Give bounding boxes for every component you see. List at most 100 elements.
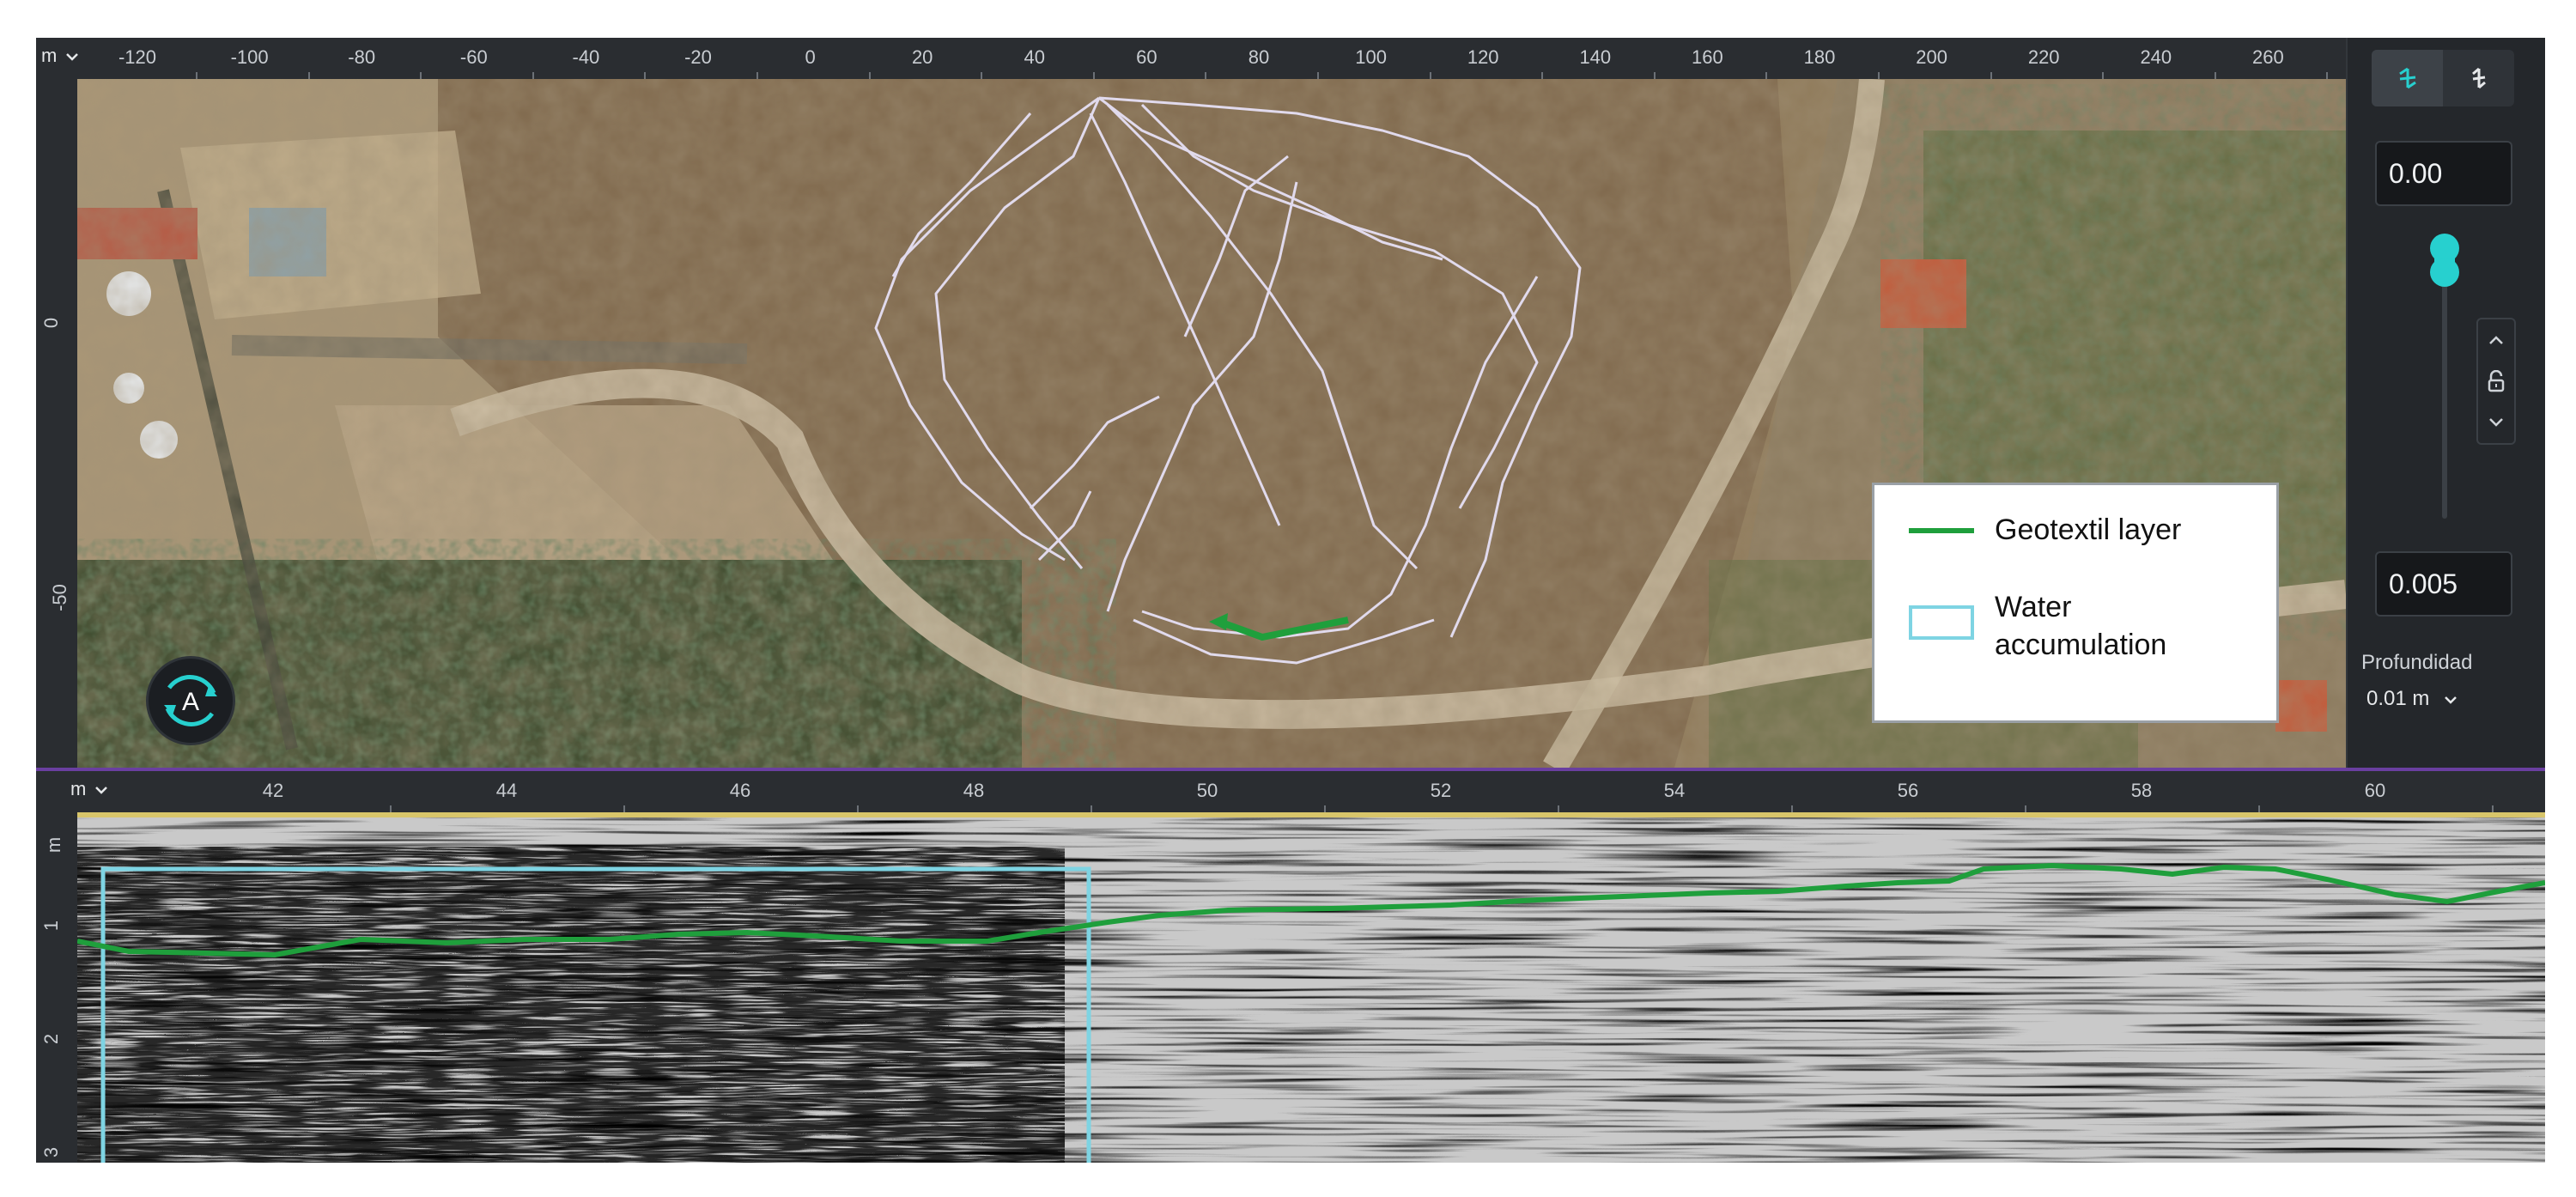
radar-y-tick: 2 xyxy=(40,1033,63,1045)
map-x-tick-mark xyxy=(2214,72,2216,79)
map-vertical-ruler: 0 -50 xyxy=(36,79,77,768)
swap-horizontal-icon xyxy=(2398,67,2416,89)
radar-x-tick: 60 xyxy=(2364,780,2386,801)
geotextil-map-segment xyxy=(1218,617,1349,641)
lock-button[interactable] xyxy=(2478,361,2514,402)
map-x-tick: 60 xyxy=(1136,46,1157,68)
radar-x-tick-mark xyxy=(1324,805,1326,812)
radar-unit-label: m xyxy=(70,778,87,799)
radar-x-tick-mark xyxy=(1558,805,1559,812)
map-x-tick: 180 xyxy=(1803,46,1836,68)
map-x-tick-mark xyxy=(981,72,983,79)
radargram-vertical-ruler: m 1 2 3 xyxy=(36,812,77,1163)
survey-tracks xyxy=(874,96,1582,665)
map-unit-selector[interactable]: m xyxy=(41,45,79,67)
radar-x-tick: 44 xyxy=(495,780,518,801)
radar-y-tick: 1 xyxy=(40,920,63,932)
map-x-tick: -60 xyxy=(459,46,488,68)
radar-x-tick: 52 xyxy=(1430,780,1452,801)
chevron-down-icon xyxy=(66,53,79,61)
radar-x-tick-mark xyxy=(2258,805,2260,812)
chevron-down-icon xyxy=(95,787,108,794)
map-x-tick: 80 xyxy=(1248,46,1270,68)
compass-button[interactable]: A xyxy=(146,656,235,745)
step-up-button[interactable] xyxy=(2478,319,2514,361)
swap-vertical-icon xyxy=(2471,67,2486,89)
map-x-tick-mark xyxy=(1990,72,1992,79)
chevron-down-icon xyxy=(2445,696,2457,704)
satellite-map-view[interactable]: A Geotextil layer Water accumulation xyxy=(77,79,2346,768)
map-x-tick: -20 xyxy=(684,46,712,68)
geotextil-layer-line xyxy=(77,862,2545,958)
map-x-tick: -100 xyxy=(230,46,269,68)
map-y-tick: -50 xyxy=(48,584,70,611)
map-x-tick: -120 xyxy=(118,46,157,68)
radargram-image xyxy=(77,812,2545,1163)
map-x-tick-mark xyxy=(1205,72,1207,79)
radar-x-tick-mark xyxy=(2492,805,2494,812)
map-x-tick-mark xyxy=(1878,72,1880,79)
radar-x-tick-mark xyxy=(623,805,625,812)
unlock-icon xyxy=(2488,370,2505,392)
mode-button-horizontal[interactable] xyxy=(2372,50,2443,106)
chevron-down-icon xyxy=(2489,418,2503,427)
chevron-up-icon xyxy=(2489,336,2503,344)
radar-x-tick: 46 xyxy=(729,780,751,801)
radar-y-tick: 3 xyxy=(40,1146,63,1158)
map-x-tick-mark xyxy=(420,72,422,79)
radargram-view[interactable] xyxy=(77,812,2545,1163)
panel-divider[interactable] xyxy=(36,768,2545,771)
map-x-tick: -40 xyxy=(572,46,600,68)
radar-x-tick-mark xyxy=(1791,805,1793,812)
radar-x-tick-mark xyxy=(2025,805,2026,812)
map-x-tick-mark xyxy=(756,72,758,79)
map-x-tick-mark xyxy=(644,72,647,79)
map-x-tick-mark xyxy=(868,72,871,79)
map-x-tick-mark xyxy=(2102,72,2105,79)
depth-label: Profundidad xyxy=(2361,651,2473,674)
map-x-tick: 240 xyxy=(2140,46,2172,68)
map-x-tick-mark xyxy=(196,72,197,79)
water-legend-label: Water accumulation xyxy=(1995,591,2167,661)
map-x-tick: 40 xyxy=(1024,46,1046,68)
depth-bottom-input[interactable] xyxy=(2375,551,2512,617)
map-x-tick-mark xyxy=(307,72,310,79)
map-x-tick-mark xyxy=(1317,72,1319,79)
map-y-tick: 0 xyxy=(40,317,63,329)
radar-depth-unit-label: m xyxy=(43,836,65,854)
depth-slider-track[interactable] xyxy=(2442,235,2447,519)
radar-depth-unit-selector[interactable]: m xyxy=(43,837,65,853)
geotextil-legend-label: Geotextil layer xyxy=(1995,513,2182,546)
radar-unit-selector[interactable]: m xyxy=(70,778,108,800)
depth-control-panel: Profundidad 0.01 m xyxy=(2346,38,2545,768)
map-x-tick: 120 xyxy=(1467,46,1499,68)
map-horizontal-ruler: m -120 -100 -80 -60 -40 -20 0 20 40 60 80 100 120 140… xyxy=(36,38,2346,79)
depth-value: 0.01 m xyxy=(2366,687,2430,710)
radar-x-tick-mark xyxy=(857,805,859,812)
map-legend: Geotextil layer Water accumulation xyxy=(1872,483,2279,723)
water-accumulation-box xyxy=(100,866,1091,1163)
radar-x-tick: 56 xyxy=(1897,780,1919,801)
mode-button-vertical[interactable] xyxy=(2443,50,2514,106)
depth-top-input[interactable] xyxy=(2375,141,2512,206)
radar-x-tick-mark xyxy=(390,805,392,812)
map-x-tick: 260 xyxy=(2252,46,2284,68)
map-x-tick-mark xyxy=(2326,72,2329,79)
map-x-tick-mark xyxy=(1541,72,1544,79)
map-unit-label: m xyxy=(41,45,58,66)
water-legend-swatch xyxy=(1909,605,1974,640)
map-x-tick-mark xyxy=(1653,72,1656,79)
radar-x-tick: 48 xyxy=(963,780,985,801)
compass-letter: A xyxy=(182,688,199,716)
step-down-button[interactable] xyxy=(2478,402,2514,443)
radar-x-tick-mark xyxy=(1091,805,1092,812)
map-x-tick: 0 xyxy=(805,46,816,68)
depth-slider-bottom-thumb[interactable] xyxy=(2430,258,2459,287)
view-mode-toggle xyxy=(2372,50,2514,106)
map-x-tick-mark xyxy=(1429,72,1431,79)
radar-x-tick: 42 xyxy=(262,780,284,801)
radar-x-tick: 50 xyxy=(1196,780,1218,801)
depth-select[interactable]: 0.01 m xyxy=(2366,687,2458,711)
radar-x-tick: 54 xyxy=(1663,780,1686,801)
map-x-tick: 140 xyxy=(1579,46,1612,68)
